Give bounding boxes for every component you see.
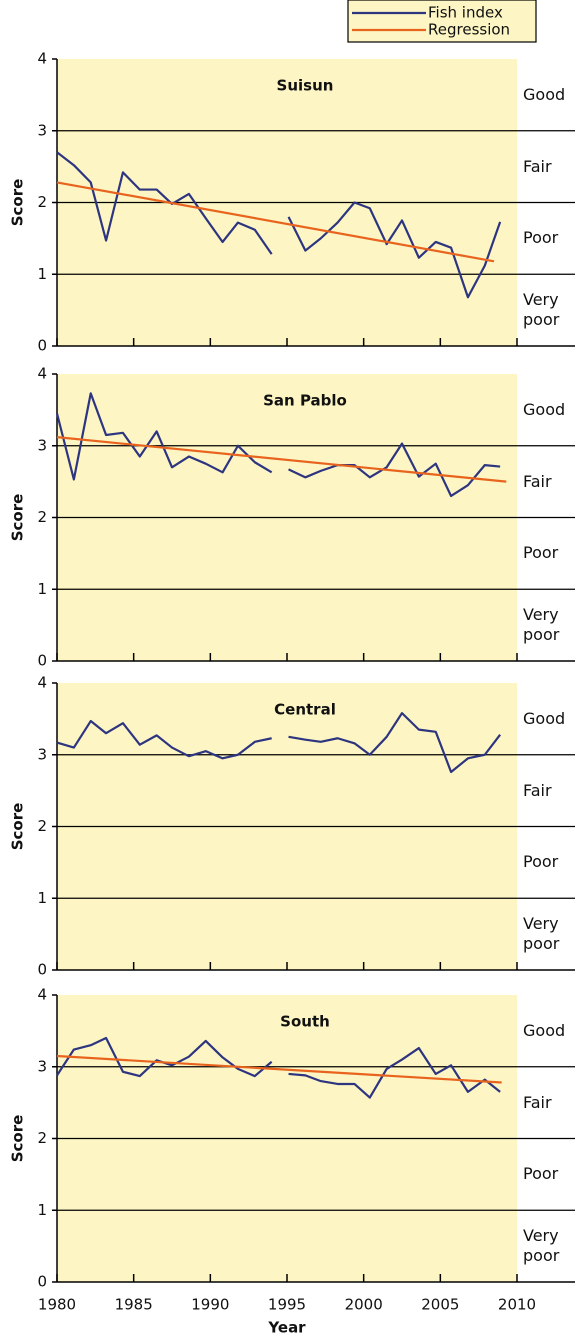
legend-box xyxy=(347,0,537,43)
band-label: Fair xyxy=(523,471,552,491)
band-label: Fair xyxy=(523,1092,552,1112)
x-tick-label: 2000 xyxy=(345,1296,383,1314)
band-label: Good xyxy=(523,399,566,419)
y-tick-label: 3 xyxy=(37,121,47,139)
y-tick-label: 3 xyxy=(37,1057,47,1075)
y-tick-label: 1 xyxy=(37,265,47,283)
y-tick-label: 0 xyxy=(37,1273,47,1291)
panel-title: Suisun xyxy=(277,77,334,95)
y-tick-label: 2 xyxy=(37,817,47,835)
x-tick-label: 1985 xyxy=(115,1296,153,1314)
series-line xyxy=(55,392,501,498)
band-label: Poor xyxy=(523,1164,559,1184)
legend-label: Regression xyxy=(428,21,510,39)
y-tick-label: 1 xyxy=(37,1201,47,1219)
series-line xyxy=(56,436,507,483)
y-tick-label: 2 xyxy=(37,508,47,526)
legend-label: Fish index xyxy=(428,4,503,22)
series-line xyxy=(56,1054,502,1084)
series-line xyxy=(56,712,502,774)
y-tick-label: 1 xyxy=(37,889,47,907)
band-label: Fair xyxy=(523,780,552,800)
panel-title: Central xyxy=(274,701,336,719)
band-label: Very poor xyxy=(523,290,560,330)
y-tick-label: 2 xyxy=(37,193,47,211)
band-label: Good xyxy=(523,1020,566,1040)
y-tick-label: 3 xyxy=(37,436,47,454)
y-tick-label: 4 xyxy=(37,674,47,692)
x-axis-label: Year xyxy=(267,1319,306,1337)
x-tick-label: 1990 xyxy=(191,1296,229,1314)
y-tick-label: 4 xyxy=(37,365,47,383)
band-label: Very poor xyxy=(523,1226,560,1266)
x-tick-label: 2005 xyxy=(421,1296,459,1314)
band-label: Good xyxy=(523,708,566,728)
y-tick-label: 0 xyxy=(37,961,47,979)
band-label: Fair xyxy=(523,156,552,176)
band-label: Good xyxy=(523,84,566,104)
y-tick-label: 0 xyxy=(37,337,47,355)
band-label: Poor xyxy=(523,228,559,248)
series-line xyxy=(56,151,502,299)
y-tick-label: 4 xyxy=(37,50,47,68)
y-tick-label: 0 xyxy=(37,652,47,670)
y-tick-label: 3 xyxy=(37,745,47,763)
panel-title: San Pablo xyxy=(263,392,347,410)
y-axis-label: Score xyxy=(9,494,27,542)
x-tick-label: 2010 xyxy=(498,1296,536,1314)
y-axis-label: Score xyxy=(9,179,27,227)
band-label: Poor xyxy=(523,543,559,563)
band-label: Very poor xyxy=(523,605,560,645)
y-axis-label: Score xyxy=(9,1115,27,1163)
panel-title: South xyxy=(280,1013,330,1031)
y-tick-label: 4 xyxy=(37,986,47,1004)
series-line xyxy=(56,181,495,263)
y-tick-label: 1 xyxy=(37,580,47,598)
x-tick-label: 1995 xyxy=(268,1296,306,1314)
x-tick-label: 1980 xyxy=(38,1296,76,1314)
band-label: Poor xyxy=(523,852,559,872)
y-axis-label: Score xyxy=(9,803,27,851)
band-label: Very poor xyxy=(523,914,560,954)
y-tick-label: 2 xyxy=(37,1129,47,1147)
